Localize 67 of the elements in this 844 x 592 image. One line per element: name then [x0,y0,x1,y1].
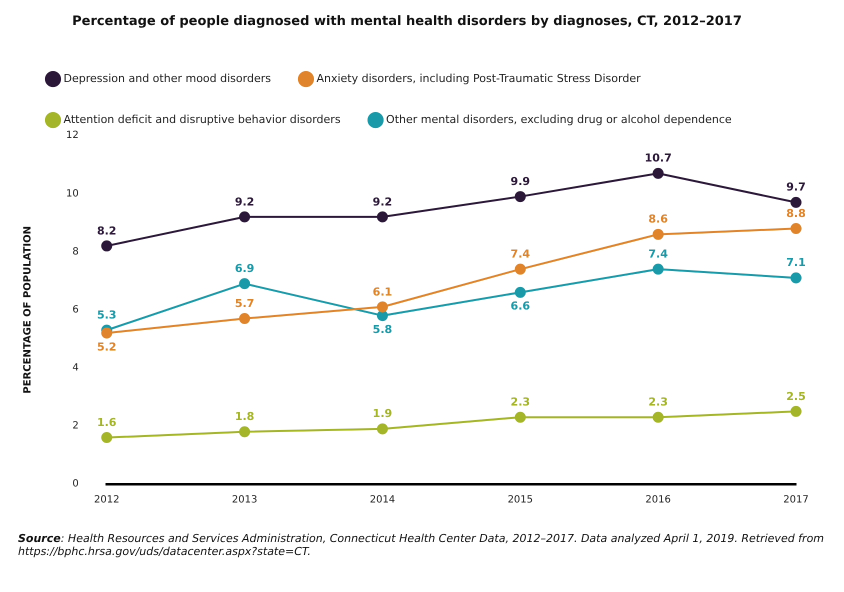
point [376,211,388,222]
x-tick-label: 2012 [94,494,120,506]
point [790,272,802,284]
x-tick-label: 2017 [783,494,809,506]
data-label: 9.2 [234,195,254,208]
point [376,423,388,434]
data-label: 7.1 [786,256,806,270]
chart-title: Percentage of people diagnosed with mental health disorders by diagnoses, CT, 2012–2017 [72,14,742,30]
point [652,168,664,179]
data-label: 1.6 [96,416,117,429]
data-label: 5.3 [96,308,116,322]
legend-label: Other mental disorders, excluding drug or alcohol dependence [386,112,732,126]
y-tick-label: 12 [66,130,79,142]
point [790,196,802,208]
data-label: 9.7 [786,180,806,194]
point [790,223,802,234]
y-tick-label: 6 [72,304,79,316]
y-axis-title: PERCENTAGE OF POPULATION [22,226,34,394]
x-tick-label: 2013 [232,494,258,506]
data-label: 5.7 [234,296,254,310]
legend-label: Depression and other mood disorders [64,72,272,85]
x-tick-label: 2016 [645,494,671,506]
point [239,426,250,438]
x-tick-label: 2015 [508,494,534,506]
point [376,301,388,312]
data-label: 1.9 [372,407,392,420]
point [376,310,388,322]
point [514,412,526,423]
data-label: 5.8 [372,322,392,336]
data-label: 6.1 [372,285,392,298]
data-label: 10.7 [644,152,672,165]
point [652,264,664,275]
point [514,286,526,298]
x-tick-label: 2014 [370,494,396,506]
point [239,278,250,290]
y-tick-label: 10 [66,188,79,200]
legend-label: Anxiety disorders, including Post-Traumatic Stress Disorder [316,72,642,85]
point [101,240,112,252]
data-label: 8.8 [786,206,806,220]
data-label: 9.9 [510,174,530,188]
point [652,228,664,240]
data-label: 6.6 [510,300,530,313]
y-tick-label: 2 [72,420,79,432]
data-label: 8.6 [648,212,668,226]
data-label: 5.2 [96,340,116,354]
point [239,211,250,222]
point [514,191,526,202]
data-label: 6.9 [234,262,254,276]
y-tick-label: 0 [72,478,79,490]
point [101,432,112,444]
data-label: 8.2 [96,224,116,238]
y-tick-label: 4 [72,362,79,374]
point [101,328,112,339]
data-label: 2.3 [510,396,530,409]
source-note: Source: Health Resources and Services Administration, Connecticut Health Center Data, 2012–2017. Data analyzed April 1, 2019. Retrieved from https://bphc.hrsa.gov/uds/datacenter.aspx?state=CT. [18,532,824,558]
data-label: 7.4 [510,248,530,261]
point [239,313,250,324]
data-label: 7.4 [648,248,668,261]
data-label: 2.5 [786,390,806,403]
point [514,264,526,275]
y-tick-label: 8 [72,246,79,258]
data-label: 1.8 [234,410,254,424]
data-label: 9.2 [372,195,392,208]
data-label: 2.3 [648,396,668,409]
legend-label: Attention deficit and disruptive behavior disorders [64,112,341,126]
point [652,412,664,423]
point [790,406,802,417]
